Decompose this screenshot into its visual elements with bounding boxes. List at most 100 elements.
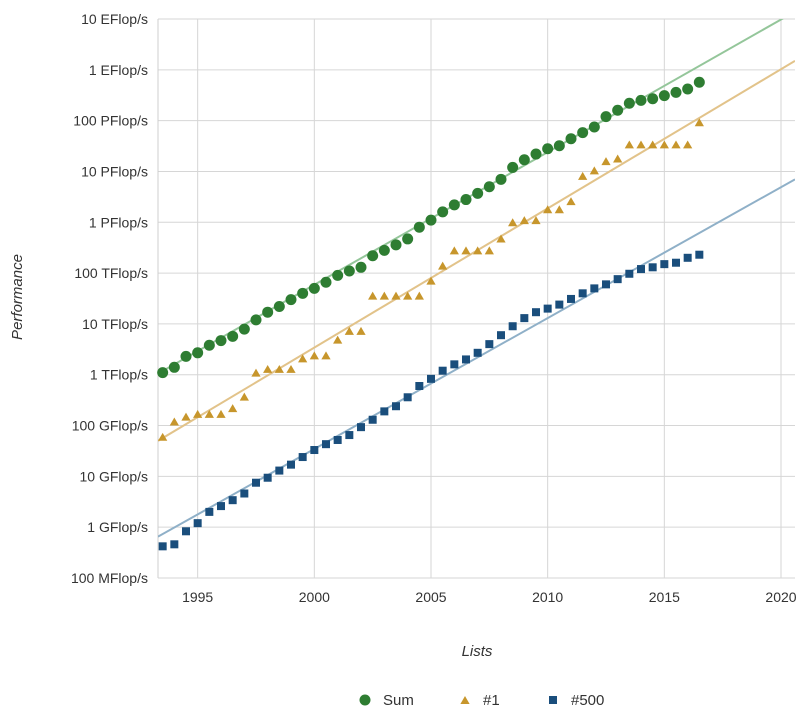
point-Sum	[577, 127, 589, 139]
point-500	[357, 423, 365, 432]
point-Sum	[157, 367, 169, 379]
y-axis-title: Performance	[9, 254, 26, 340]
point-Sum	[693, 76, 705, 88]
point-500	[578, 289, 587, 298]
point-Sum	[320, 276, 332, 288]
point-Sum	[530, 148, 542, 160]
point-Sum	[367, 250, 379, 262]
point-500	[217, 502, 225, 511]
point-500	[252, 478, 260, 487]
y-axis-ticks: 100 MFlop/s 1 GFlop/s 10 GFlop/s 100 GFlop/…	[71, 11, 148, 586]
y-tick-label: 100 GFlop/s	[72, 418, 148, 434]
point-500	[602, 280, 610, 289]
point-500	[322, 440, 330, 449]
point-500	[613, 275, 622, 284]
point-500	[473, 348, 482, 357]
point-500	[170, 540, 179, 549]
y-tick-label: 1 TFlop/s	[90, 367, 148, 383]
point-Sum	[460, 194, 472, 206]
x-tick-label: 1995	[182, 589, 213, 605]
point-Sum	[378, 244, 390, 256]
point-500	[345, 431, 354, 440]
point-Sum	[507, 161, 519, 173]
point-500	[310, 446, 319, 455]
point-1	[589, 166, 599, 175]
point-1	[274, 364, 284, 373]
legend-marker-1	[460, 696, 470, 704]
legend-label-Sum: Sum	[383, 692, 414, 709]
point-1	[601, 157, 611, 166]
point-1	[461, 246, 471, 255]
x-tick-label: 2000	[299, 589, 330, 605]
legend-label-500: #500	[571, 692, 604, 709]
x-axis-ticks: 1995 2000 2005 2010 2015 2020	[182, 589, 797, 605]
point-1	[566, 197, 576, 206]
point-Sum	[565, 133, 577, 145]
point-Sum	[203, 339, 215, 351]
point-Sum	[250, 314, 262, 326]
point-Sum	[553, 140, 565, 152]
point-500	[625, 269, 634, 278]
y-tick-label: 10 TFlop/s	[82, 316, 148, 332]
point-Sum	[658, 90, 670, 102]
point-500	[228, 496, 237, 505]
point-1	[508, 218, 518, 227]
point-1	[228, 404, 238, 413]
point-500	[158, 542, 167, 551]
point-500	[695, 250, 704, 259]
point-500	[648, 263, 657, 272]
point-500	[298, 453, 307, 462]
point-Sum	[518, 154, 530, 166]
point-1	[263, 364, 273, 373]
point-1	[449, 246, 459, 255]
point-1	[496, 234, 506, 243]
point-1	[379, 291, 389, 300]
point-1	[671, 140, 681, 149]
point-1	[519, 216, 529, 225]
point-1	[321, 351, 331, 360]
point-500	[450, 360, 459, 369]
point-500	[660, 260, 669, 269]
point-1	[473, 246, 483, 255]
point-500	[403, 393, 412, 402]
point-1	[368, 291, 378, 300]
point-Sum	[273, 301, 285, 313]
point-500	[263, 473, 272, 482]
y-tick-label: 100 TFlop/s	[74, 265, 148, 281]
point-1	[543, 205, 553, 214]
point-500	[182, 527, 190, 536]
legend: Sum #1 #500	[359, 692, 604, 709]
point-Sum	[238, 323, 250, 335]
point-1	[578, 171, 588, 180]
point-500	[205, 507, 214, 516]
point-Sum	[472, 187, 484, 199]
point-1	[298, 354, 308, 363]
point-1	[438, 261, 448, 270]
trend-lines	[158, 19, 795, 538]
point-1	[158, 432, 168, 441]
point-1	[286, 364, 296, 373]
x-axis-title: Lists	[462, 643, 493, 660]
x-tick-label: 2010	[532, 589, 563, 605]
point-Sum	[402, 233, 414, 245]
point-1	[216, 409, 226, 418]
point-Sum	[437, 206, 449, 218]
point-500	[532, 308, 540, 317]
point-1	[391, 291, 401, 300]
point-1	[659, 140, 669, 149]
point-500	[438, 366, 447, 375]
y-tick-label: 100 PFlop/s	[73, 113, 148, 129]
point-Sum	[262, 306, 274, 318]
point-500	[287, 460, 295, 469]
point-500	[368, 415, 377, 424]
point-Sum	[180, 350, 192, 362]
point-1	[309, 351, 319, 360]
point-500	[462, 355, 470, 364]
x-tick-label: 2015	[649, 589, 680, 605]
y-tick-label: 100 MFlop/s	[71, 570, 148, 586]
point-1	[554, 205, 564, 214]
point-1	[694, 118, 704, 127]
point-500	[637, 265, 645, 274]
point-1	[683, 140, 693, 149]
